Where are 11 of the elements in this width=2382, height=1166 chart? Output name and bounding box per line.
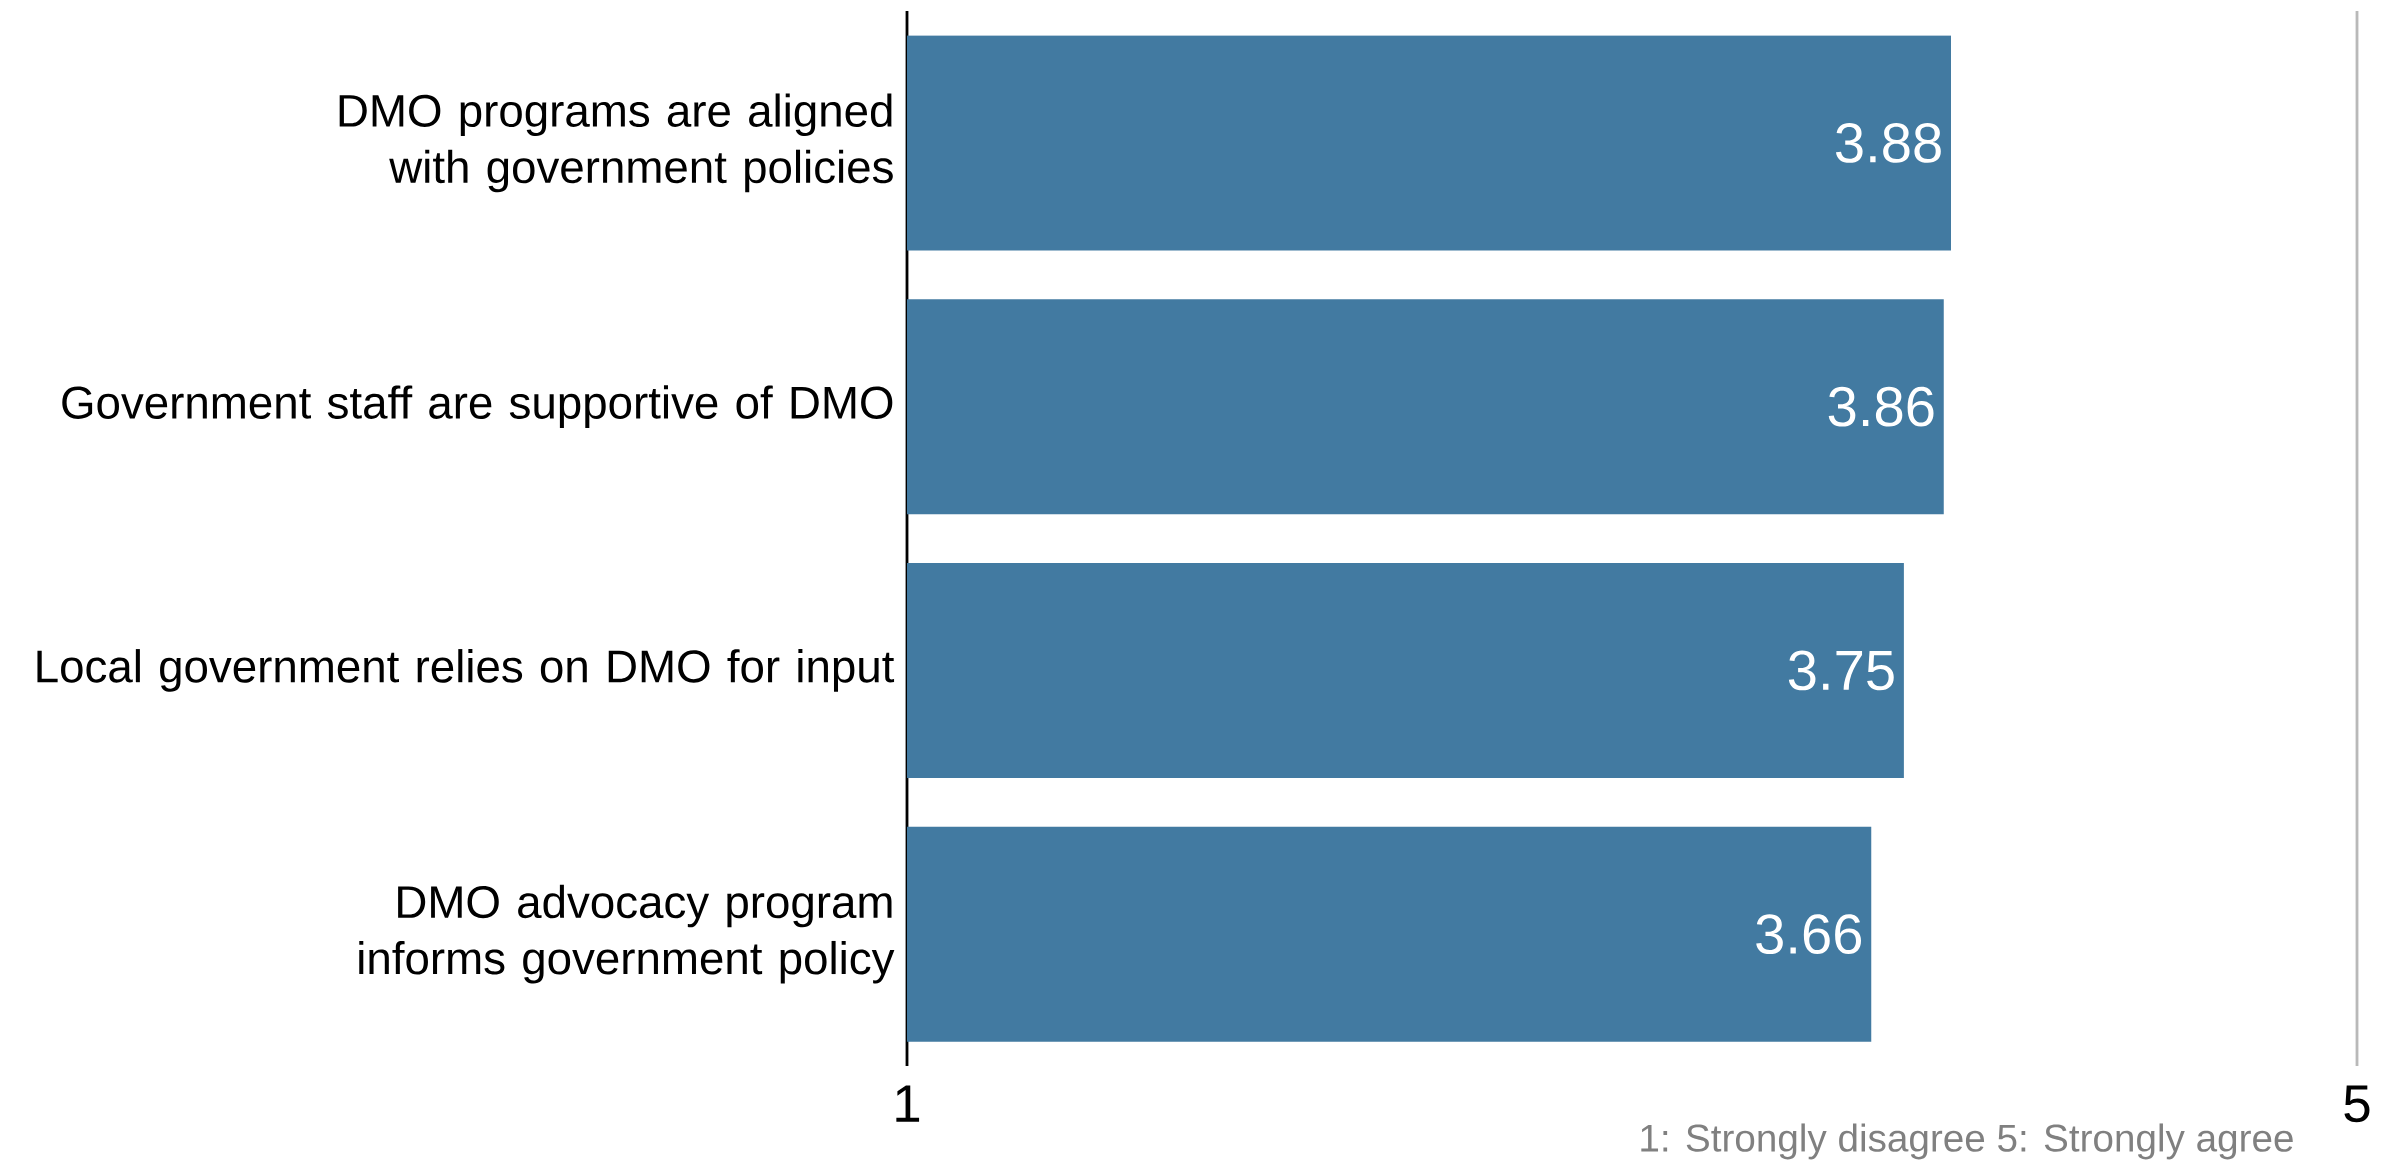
data-label: 3.75: [1788, 650, 1894, 691]
x-tick-label: 5: [2344, 1085, 2370, 1123]
y-tick-label: DMO programs are aligned with government policies: [339, 93, 893, 193]
y-tick-label: DMO advocacy program informs government policy: [359, 884, 895, 984]
data-label: 3.88: [1835, 123, 1941, 163]
x-tick-label: 1: [896, 1085, 920, 1122]
data-label: 3.66: [1756, 914, 1862, 955]
y-tick-label: Local government relies on DMO for input: [37, 649, 895, 692]
data-label: 3.86: [1828, 386, 1934, 427]
text: 1: Strongly disagree 5: Strongly agree: [1641, 1123, 2293, 1160]
y-tick-label: Government staff are supportive of DMO: [62, 385, 893, 428]
